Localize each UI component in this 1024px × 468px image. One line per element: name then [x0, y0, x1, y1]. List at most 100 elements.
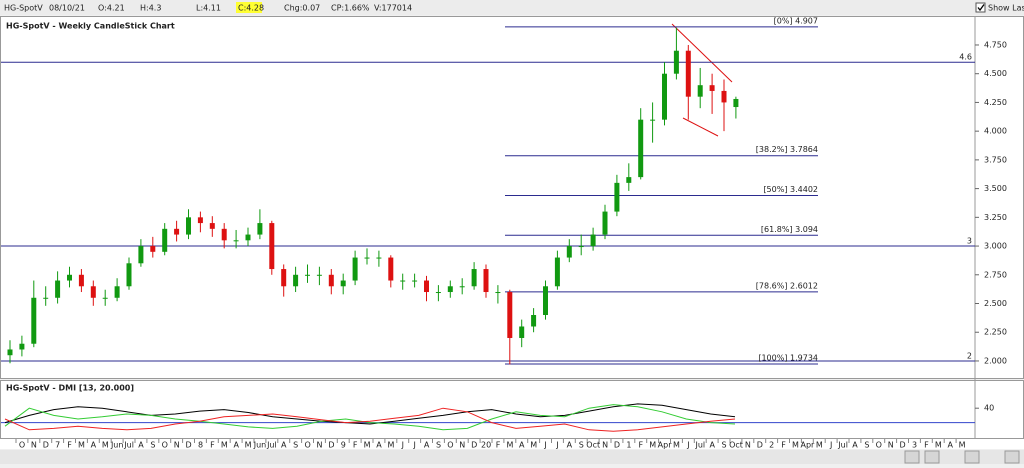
candle-body	[138, 246, 144, 264]
candle-body	[364, 257, 370, 259]
high: H:4.3	[140, 4, 161, 13]
show-last-label[interactable]: Show Last	[988, 4, 1024, 13]
x-tick-label: M	[245, 441, 252, 450]
x-tick-label: S	[579, 441, 584, 450]
candle-body	[209, 223, 215, 229]
candle-body	[19, 343, 25, 350]
x-tick-label: N	[602, 441, 608, 450]
candle-body	[685, 50, 691, 97]
x-tick-label: M	[506, 441, 513, 450]
x-tick-label: N	[31, 441, 37, 450]
candle-body	[495, 292, 501, 294]
x-tick-label: J	[401, 441, 404, 450]
candle-body	[114, 286, 120, 298]
trend-line	[671, 23, 733, 83]
x-tick-label: A	[709, 441, 715, 450]
candle-body	[126, 263, 132, 287]
scrollbar[interactable]	[0, 450, 1024, 464]
x-tick-label: D	[43, 441, 49, 450]
dmi-title: HG-SpotV - DMI [13, 20.000]	[6, 384, 134, 393]
x-tick-label: F	[496, 441, 501, 450]
dmi-line	[4, 407, 736, 432]
x-tick-label: D	[186, 441, 192, 450]
x-tick-label: A	[138, 441, 144, 450]
candle-body	[483, 269, 489, 293]
y-tick-label: 4.250	[984, 98, 1007, 107]
date: 08/10/21	[49, 4, 85, 13]
change-pct: CP:1.66%	[331, 4, 370, 13]
candle-body	[471, 269, 477, 287]
x-tick-label: Oct	[586, 441, 600, 450]
candle-body	[55, 280, 61, 298]
close: C:4.28	[238, 4, 264, 13]
x-tick-label: N	[459, 441, 465, 450]
candle-body	[90, 286, 96, 298]
fib-label: [100%] 1.9734	[758, 354, 818, 363]
candle-body	[162, 228, 168, 252]
x-tick-label: N	[888, 441, 894, 450]
x-tick-label: O	[447, 441, 453, 450]
x-tick-label: N	[174, 441, 180, 450]
candle-body	[257, 223, 263, 235]
x-tick-label: M	[221, 441, 228, 450]
x-tick-label: Apr	[800, 441, 815, 450]
x-tick-label: 9	[341, 441, 346, 450]
candle-body	[531, 315, 537, 327]
y-tick-label: 40	[984, 404, 994, 413]
candle-body	[578, 246, 584, 248]
candle-body	[328, 274, 334, 287]
x-tick-label: J	[413, 441, 416, 450]
x-tick-label: M	[387, 441, 394, 450]
candle-body	[388, 257, 394, 281]
candle-body	[7, 349, 13, 356]
candle-body	[638, 119, 644, 178]
x-tick-label: A	[233, 441, 239, 450]
y-tick-label: 2.500	[984, 299, 1007, 308]
dmi-panel	[0, 380, 1024, 439]
fib-label: [78.6%] 2.6012	[756, 281, 818, 290]
candle-body	[269, 223, 275, 270]
candle-body	[174, 228, 180, 235]
checkmark	[977, 4, 985, 12]
zoom-out[interactable]	[964, 450, 980, 464]
x-tick-label: J	[686, 441, 689, 450]
x-tick-label: Jul	[123, 441, 134, 450]
scroll-left[interactable]	[904, 450, 920, 464]
x-tick-label: N	[745, 441, 751, 450]
candle-body	[352, 257, 358, 281]
candle-body	[590, 234, 596, 247]
x-tick-label: A	[376, 441, 382, 450]
candle-body	[340, 280, 346, 287]
y-tick-label: 3.500	[984, 184, 1007, 193]
scroll-right[interactable]	[1004, 450, 1020, 464]
x-tick-label: A	[424, 441, 430, 450]
show-last-checkbox[interactable]	[975, 2, 986, 13]
x-tick-label: N	[317, 441, 323, 450]
x-tick-label: D	[614, 441, 620, 450]
x-tick-label: M	[530, 441, 537, 450]
fib-label: [38.2%] 3.7864	[756, 145, 818, 154]
candle-body	[316, 274, 322, 276]
candle-body	[602, 211, 608, 235]
x-tick-label: F	[924, 441, 929, 450]
candle-body	[650, 119, 656, 121]
x-tick-label: F	[353, 441, 358, 450]
x-tick-label: A	[91, 441, 97, 450]
x-tick-label: F	[210, 441, 215, 450]
x-tick-label: D	[900, 441, 906, 450]
candle-body	[709, 85, 715, 91]
x-tick-label: M	[673, 441, 680, 450]
x-tick-label: M	[816, 441, 823, 450]
time-axis	[0, 439, 1024, 449]
x-tick-label: O	[304, 441, 310, 450]
fib-label: [61.8%] 3.094	[761, 225, 818, 234]
x-tick-label: F	[781, 441, 786, 450]
x-tick-label: Jul	[694, 441, 705, 450]
symbol: HG-SpotV	[4, 4, 43, 13]
x-tick-label: O	[19, 441, 25, 450]
change: Chg:0.07	[284, 4, 320, 13]
x-tick-label: 2	[769, 441, 774, 450]
candle-body	[400, 280, 406, 282]
zoom-in[interactable]	[924, 450, 940, 464]
x-tick-label: F	[67, 441, 72, 450]
